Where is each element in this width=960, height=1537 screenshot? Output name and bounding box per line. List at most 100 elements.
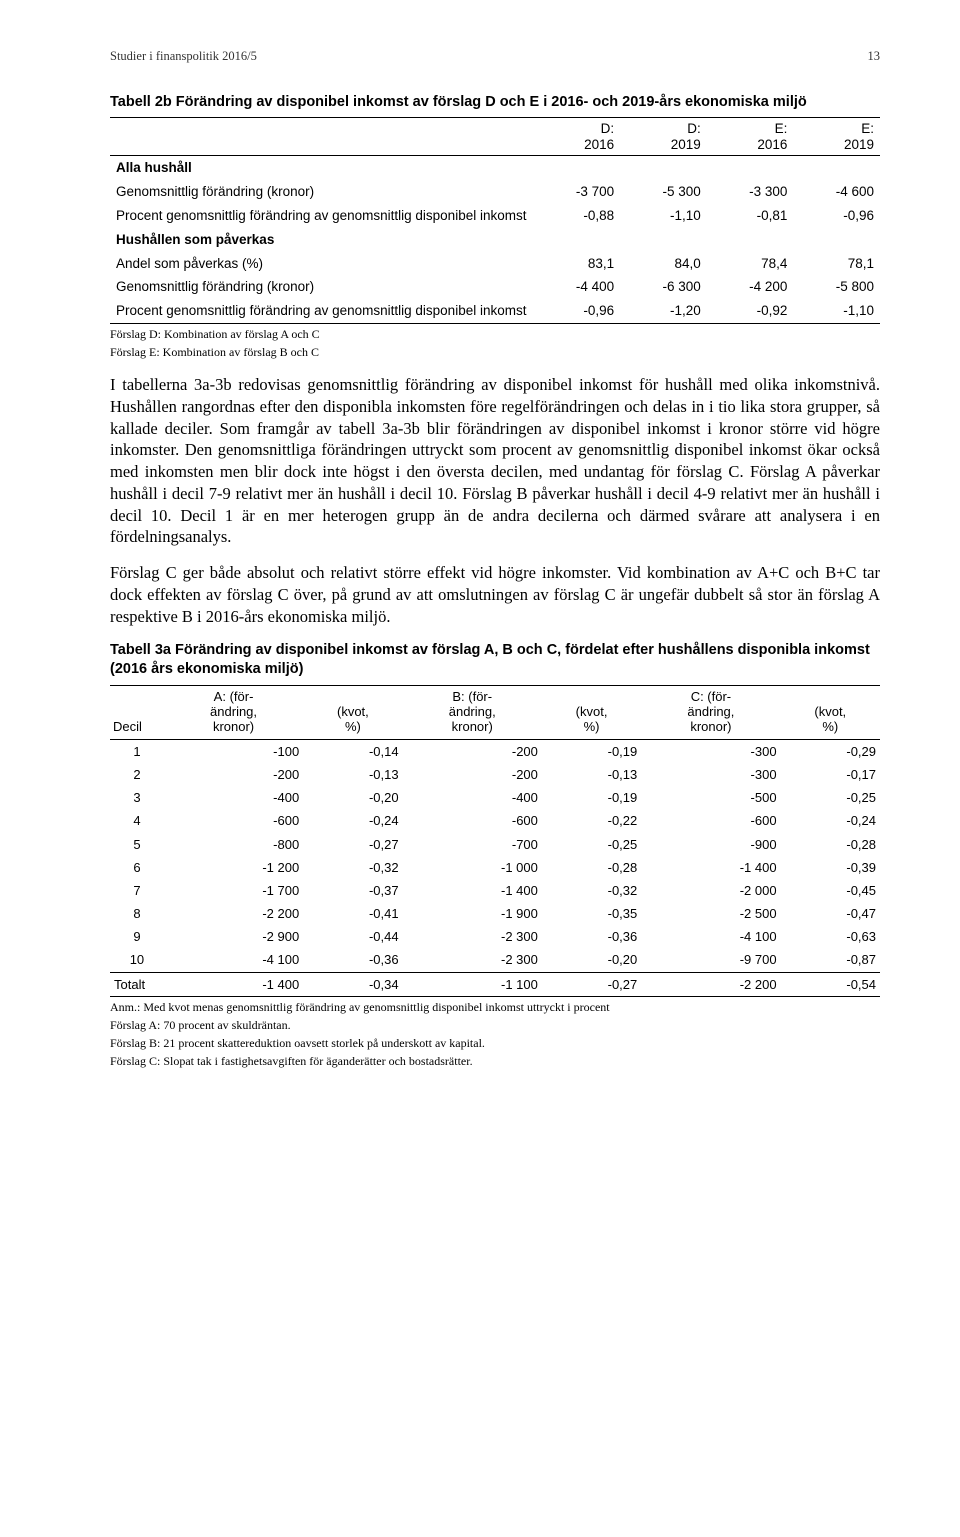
cell: -0,39 xyxy=(781,856,880,879)
table-row: 10-4 100-0,36-2 300-0,20-9 700-0,87 xyxy=(110,948,880,972)
cell-decil: 6 xyxy=(110,856,164,879)
cell: -2 900 xyxy=(164,925,303,948)
cell: -100 xyxy=(164,739,303,763)
row-label: Genomsnittlig förändring (kronor) xyxy=(110,180,534,204)
cell: -400 xyxy=(164,786,303,809)
section-all: Alla hushåll xyxy=(110,156,534,180)
cell: -0,36 xyxy=(542,925,641,948)
cell: -0,19 xyxy=(542,786,641,809)
cell: -0,47 xyxy=(781,902,880,925)
cell: -700 xyxy=(403,833,542,856)
table-2b-title: Tabell 2b Förändring av disponibel inkom… xyxy=(110,93,880,112)
cell: -1,10 xyxy=(793,299,880,323)
cell: -0,32 xyxy=(542,879,641,902)
row-label: Procent genomsnittlig förändring av geno… xyxy=(110,204,534,228)
cell: 78,4 xyxy=(707,252,794,276)
table-row: 1-100-0,14-200-0,19-300-0,29 xyxy=(110,739,880,763)
cell: -1 400 xyxy=(164,972,303,996)
cell: -3 700 xyxy=(534,180,621,204)
cell-decil: 1 xyxy=(110,739,164,763)
cell: -0,14 xyxy=(303,739,402,763)
table-row: 5-800-0,27-700-0,25-900-0,28 xyxy=(110,833,880,856)
cell: -3 300 xyxy=(707,180,794,204)
cell: -5 800 xyxy=(793,275,880,299)
cell: -0,45 xyxy=(781,879,880,902)
table-row: 6-1 200-0,32-1 000-0,28-1 400-0,39 xyxy=(110,856,880,879)
cell: 84,0 xyxy=(620,252,707,276)
table-row: 7-1 700-0,37-1 400-0,32-2 000-0,45 xyxy=(110,879,880,902)
header-left: Studier i finanspolitik 2016/5 xyxy=(110,48,257,65)
cell: -200 xyxy=(403,763,542,786)
row-label: Procent genomsnittlig förändring av geno… xyxy=(110,299,534,323)
col-b-quota: (kvot,%) xyxy=(542,686,641,740)
table-row: 3-400-0,20-400-0,19-500-0,25 xyxy=(110,786,880,809)
cell: -0,17 xyxy=(781,763,880,786)
table-3a: Decil A: (för-ändring,kronor) (kvot,%) B… xyxy=(110,685,880,997)
cell: -2 200 xyxy=(641,972,780,996)
cell: -0,44 xyxy=(303,925,402,948)
cell: -1 900 xyxy=(403,902,542,925)
cell: -1 000 xyxy=(403,856,542,879)
cell: -0,24 xyxy=(303,809,402,832)
cell: -800 xyxy=(164,833,303,856)
cell-total-label: Totalt xyxy=(110,972,164,996)
cell: -0,92 xyxy=(707,299,794,323)
table-row-total: Totalt-1 400-0,34-1 100-0,27-2 200-0,54 xyxy=(110,972,880,996)
cell: -4 600 xyxy=(793,180,880,204)
paragraph-1: I tabellerna 3a-3b redovisas genomsnittl… xyxy=(110,374,880,548)
cell: -600 xyxy=(164,809,303,832)
col-c-quota: (kvot,%) xyxy=(781,686,880,740)
col-c-change: C: (för-ändring,kronor) xyxy=(641,686,780,740)
cell: -4 100 xyxy=(641,925,780,948)
col-d2016: D:2016 xyxy=(534,118,621,156)
cell: -1,20 xyxy=(620,299,707,323)
cell: -1 100 xyxy=(403,972,542,996)
cell: -0,24 xyxy=(781,809,880,832)
col-d2019: D:2019 xyxy=(620,118,707,156)
col-e2016: E:2016 xyxy=(707,118,794,156)
cell: -6 300 xyxy=(620,275,707,299)
cell: -900 xyxy=(641,833,780,856)
cell: -200 xyxy=(403,739,542,763)
row-label: Andel som påverkas (%) xyxy=(110,252,534,276)
cell: -2 200 xyxy=(164,902,303,925)
table-3a-title: Tabell 3a Förändring av disponibel inkom… xyxy=(110,641,880,679)
cell-decil: 8 xyxy=(110,902,164,925)
cell: -1 400 xyxy=(641,856,780,879)
table-2b-caption-2: Förslag E: Kombination av förslag B och … xyxy=(110,345,880,360)
paragraph-2: Förslag C ger både absolut och relativt … xyxy=(110,562,880,627)
col-decil: Decil xyxy=(110,686,164,740)
cell: -2 300 xyxy=(403,948,542,972)
cell: -4 400 xyxy=(534,275,621,299)
cell: -0,29 xyxy=(781,739,880,763)
cell: 83,1 xyxy=(534,252,621,276)
cell: -600 xyxy=(641,809,780,832)
row-label: Genomsnittlig förändring (kronor) xyxy=(110,275,534,299)
table-3a-caption-4: Förslag C: Slopat tak i fastighetsavgift… xyxy=(110,1054,880,1069)
table-3a-caption-1: Anm.: Med kvot menas genomsnittlig förän… xyxy=(110,1000,880,1015)
cell: -0,54 xyxy=(781,972,880,996)
col-b-change: B: (för-ändring,kronor) xyxy=(403,686,542,740)
cell: -2 500 xyxy=(641,902,780,925)
cell: -0,27 xyxy=(303,833,402,856)
cell: -2 300 xyxy=(403,925,542,948)
cell: -0,34 xyxy=(303,972,402,996)
cell: -4 200 xyxy=(707,275,794,299)
cell: -0,20 xyxy=(303,786,402,809)
cell: 78,1 xyxy=(793,252,880,276)
section-affected: Hushållen som påverkas xyxy=(110,228,534,252)
cell: -300 xyxy=(641,739,780,763)
cell: -300 xyxy=(641,763,780,786)
cell-decil: 10 xyxy=(110,948,164,972)
col-a-quota: (kvot,%) xyxy=(303,686,402,740)
cell: -2 000 xyxy=(641,879,780,902)
cell-decil: 5 xyxy=(110,833,164,856)
cell: -0,96 xyxy=(534,299,621,323)
cell: -1 700 xyxy=(164,879,303,902)
running-header: Studier i finanspolitik 2016/5 13 xyxy=(110,48,880,65)
cell: -0,96 xyxy=(793,204,880,228)
cell: -5 300 xyxy=(620,180,707,204)
cell: -0,81 xyxy=(707,204,794,228)
header-page-number: 13 xyxy=(868,48,881,65)
table-2b: D:2016 D:2019 E:2016 E:2019 Alla hushåll… xyxy=(110,117,880,324)
